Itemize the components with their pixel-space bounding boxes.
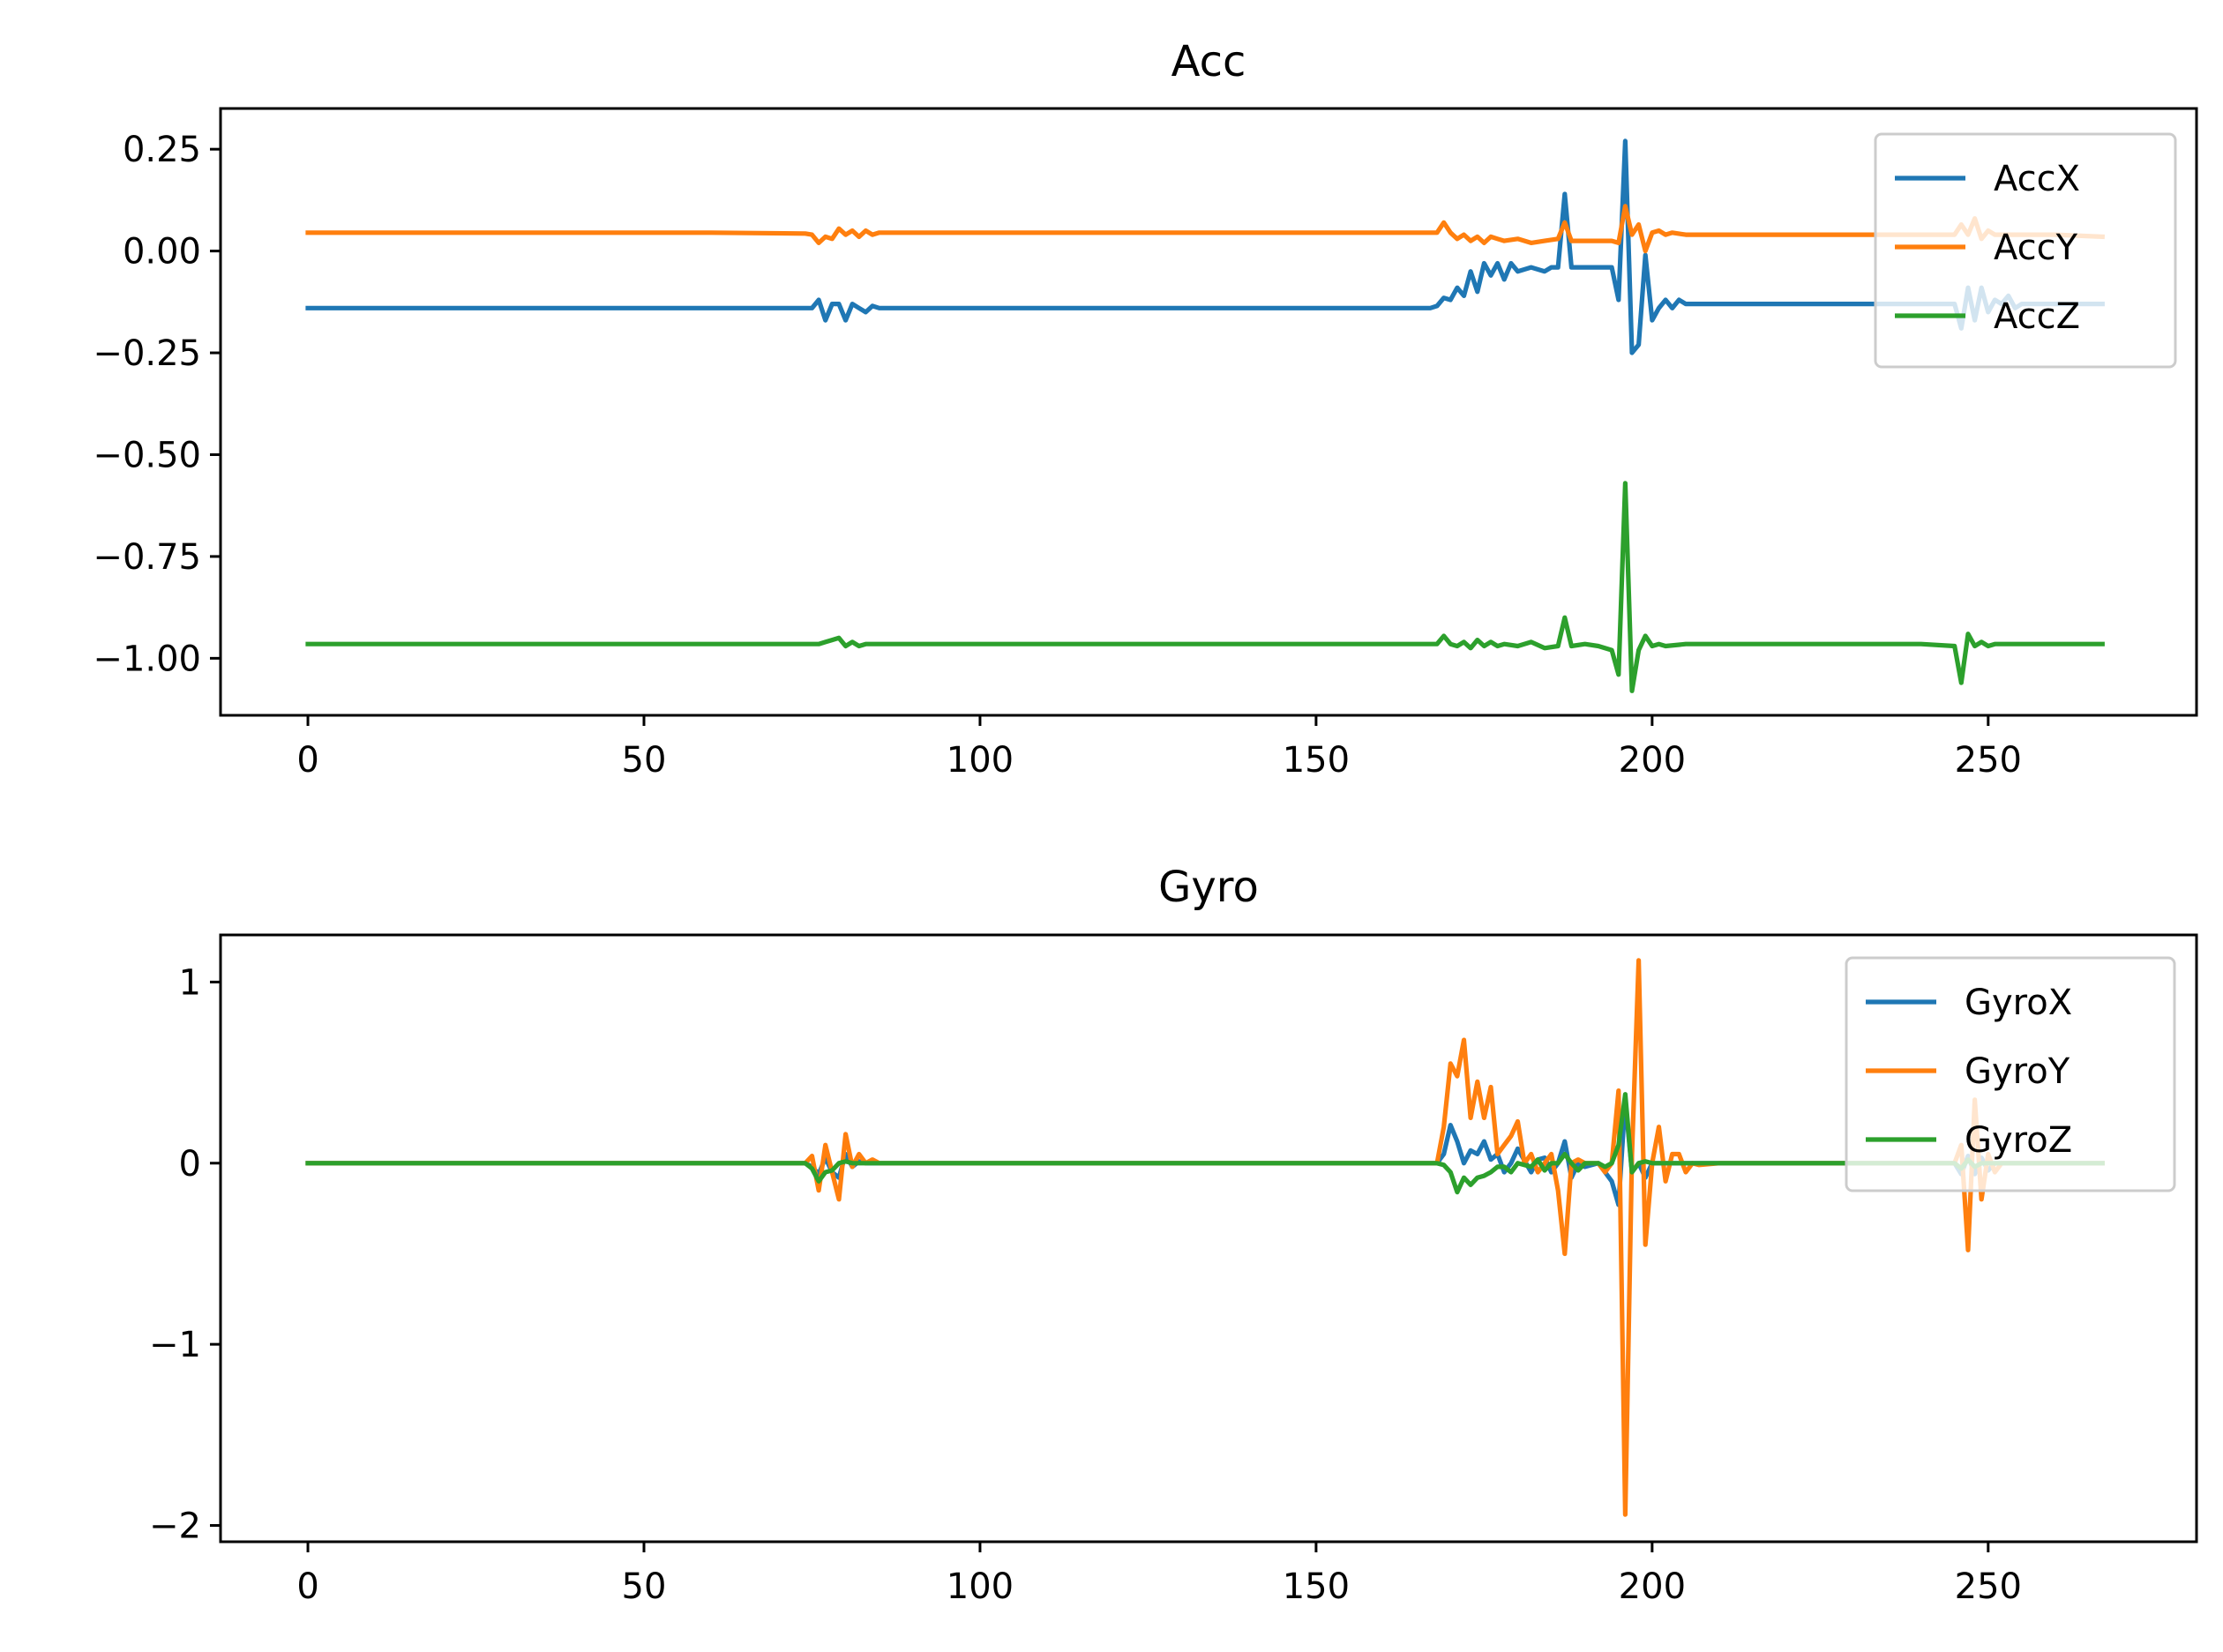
series-line-gyroz bbox=[305, 1092, 2105, 1195]
legend-label-gyroy: GyroY bbox=[1965, 1051, 2070, 1092]
acc-legend: AccX AccY AccZ bbox=[1874, 132, 2177, 369]
acc-axes-frame bbox=[219, 107, 2198, 717]
legend-label-accy: AccY bbox=[1994, 228, 2078, 268]
gyro-subplot: Gyro 0 50 100 150 200 250 10−1−2 GyroXGyroYGy… bbox=[149, 863, 2198, 1607]
series-line-accz bbox=[305, 481, 2105, 693]
y-tick-label: 0.25 bbox=[123, 130, 201, 170]
legend-label-accz: AccZ bbox=[1994, 296, 2080, 337]
legend-label-gyrox: GyroX bbox=[1965, 983, 2072, 1023]
gyro-title: Gyro bbox=[1158, 863, 1259, 912]
x-tick-label: 50 bbox=[622, 1566, 667, 1607]
x-tick-label: 50 bbox=[622, 740, 667, 781]
x-tick-label: 250 bbox=[1955, 740, 2022, 781]
acc-subplot: Acc 0 50 100 150 200 250 0.25 0.00 −0.25 −0.50 −0… bbox=[93, 37, 2198, 781]
x-tick-label: 150 bbox=[1283, 740, 1350, 781]
y-tick-label: −0.25 bbox=[93, 333, 201, 374]
x-tick-label: 200 bbox=[1619, 740, 1686, 781]
legend-box bbox=[1845, 956, 2176, 1192]
legend-label-gyroz: GyroZ bbox=[1965, 1120, 2072, 1161]
y-tick-label: 0 bbox=[179, 1144, 201, 1185]
y-tick-label: −1.00 bbox=[93, 639, 201, 679]
x-tick-label: 100 bbox=[947, 740, 1014, 781]
gyro-series-layer bbox=[305, 958, 2105, 1517]
x-tick-label: 250 bbox=[1955, 1566, 2022, 1607]
x-tick-label: 0 bbox=[296, 1566, 318, 1607]
x-tick-label: 200 bbox=[1619, 1566, 1686, 1607]
y-tick-label: 1 bbox=[179, 962, 201, 1003]
gyro-axes-frame bbox=[219, 933, 2198, 1544]
y-tick-label: −0.75 bbox=[93, 537, 201, 578]
x-tick-label: 0 bbox=[296, 740, 318, 781]
y-tick-label: −0.50 bbox=[93, 435, 201, 475]
acc-title: Acc bbox=[1171, 37, 1246, 86]
y-tick-label: 0.00 bbox=[123, 232, 201, 273]
x-tick-label: 150 bbox=[1283, 1566, 1350, 1607]
gyro-x-axis: 0 50 100 150 200 250 bbox=[296, 1542, 2022, 1607]
acc-y-axis: 0.25 0.00 −0.25 −0.50 −0.75 −1.00 bbox=[93, 130, 221, 679]
x-tick-label: 100 bbox=[947, 1566, 1014, 1607]
acc-x-axis: 0 50 100 150 200 250 bbox=[296, 715, 2022, 781]
y-tick-label: −1 bbox=[149, 1325, 201, 1365]
y-tick-label: −2 bbox=[149, 1506, 201, 1547]
gyro-y-axis: 1 0 −1 −2 bbox=[149, 962, 221, 1547]
legend-label-accx: AccX bbox=[1994, 159, 2080, 199]
gyro-legend: GyroX GyroY GyroZ bbox=[1845, 956, 2176, 1192]
legend-box bbox=[1874, 132, 2177, 369]
